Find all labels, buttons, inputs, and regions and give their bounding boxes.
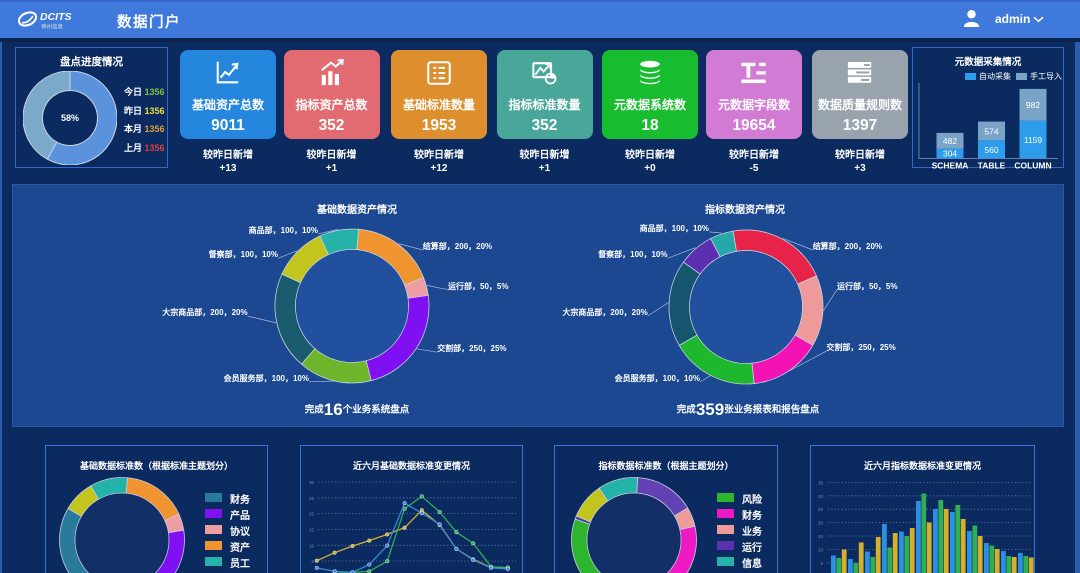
svg-text:982: 982 [1026, 100, 1040, 110]
svg-text:560: 560 [984, 145, 998, 155]
svg-text:DCITS: DCITS [40, 11, 72, 23]
svg-text:神州信息: 神州信息 [41, 23, 64, 31]
svg-text:10: 10 [309, 543, 315, 548]
svg-text:20: 20 [309, 512, 315, 517]
svg-text:25: 25 [309, 496, 315, 501]
svg-text:30: 30 [309, 480, 315, 485]
svg-text:35: 35 [818, 480, 824, 485]
svg-text:SCHEMA: SCHEMA [932, 161, 969, 171]
svg-text:TABLE: TABLE [978, 161, 1006, 171]
svg-text:30: 30 [818, 494, 824, 499]
svg-text:482: 482 [943, 136, 957, 146]
svg-text:5: 5 [311, 559, 314, 564]
svg-text:15: 15 [309, 528, 315, 533]
svg-text:25: 25 [818, 507, 824, 512]
svg-text:10: 10 [818, 547, 824, 552]
svg-text:574: 574 [984, 127, 998, 137]
svg-text:5: 5 [820, 561, 823, 566]
svg-text:1159: 1159 [1024, 135, 1043, 145]
svg-text:15: 15 [818, 534, 824, 539]
svg-text:304: 304 [943, 149, 957, 159]
svg-text:COLUMN: COLUMN [1014, 161, 1051, 171]
svg-text:20: 20 [818, 521, 824, 526]
